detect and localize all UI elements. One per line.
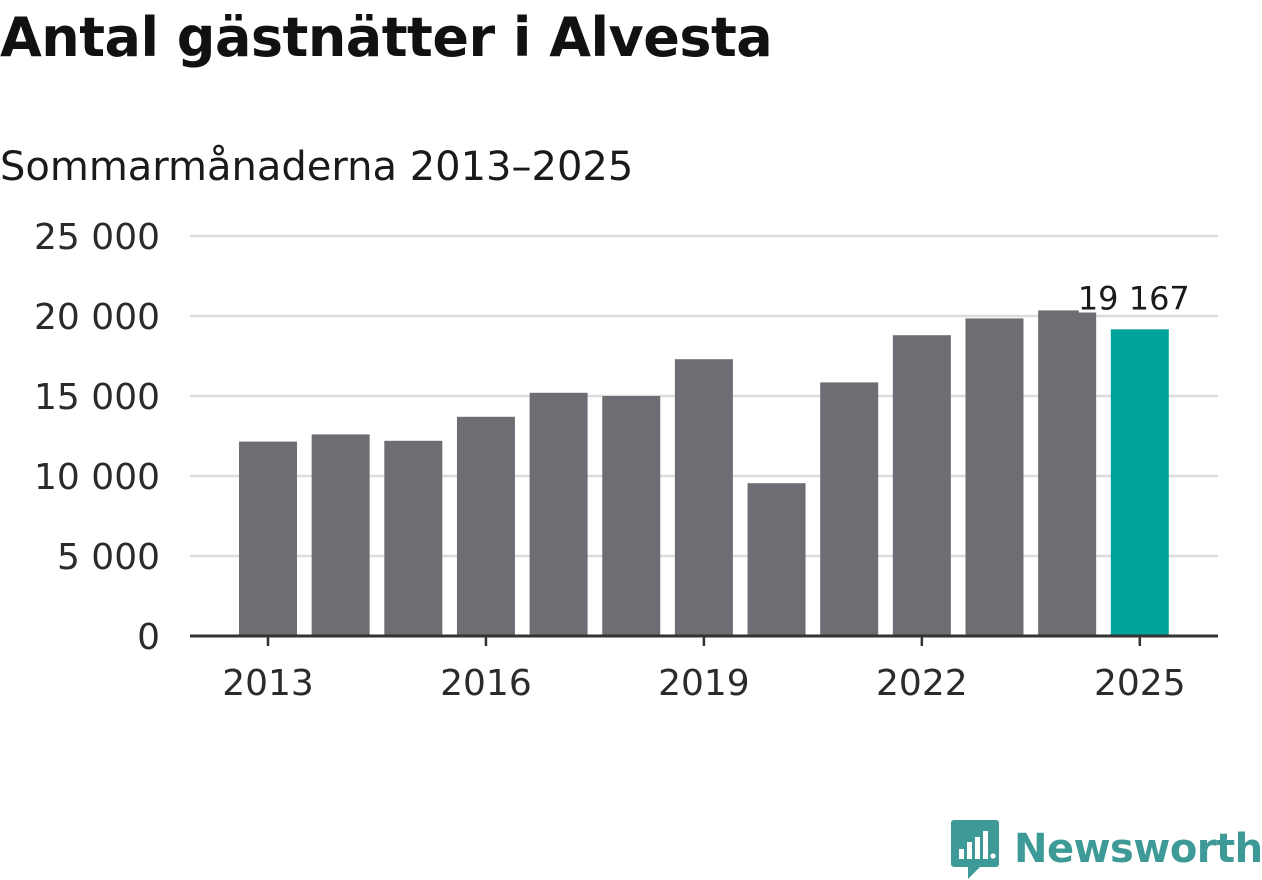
y-tick-label: 0 xyxy=(137,617,160,658)
x-tick-label: 2025 xyxy=(1094,663,1186,704)
x-tick-label: 2013 xyxy=(222,663,314,704)
newsworthy-chart-icon xyxy=(951,820,999,879)
bar-2016 xyxy=(456,416,515,636)
x-tick-label: 2022 xyxy=(876,663,968,704)
bar-2013 xyxy=(239,441,297,636)
value-label: 19 167 xyxy=(1078,279,1190,317)
logo-text: Newsworthy xyxy=(1014,826,1262,872)
newsworthy-logo: Newsworthy xyxy=(950,818,1262,880)
bar-2025 xyxy=(1110,329,1169,636)
bars xyxy=(239,310,1169,636)
y-tick-label: 25 000 xyxy=(34,217,160,258)
bar-2017 xyxy=(529,392,588,636)
x-tick-label: 2016 xyxy=(440,663,532,704)
bar-2021 xyxy=(820,382,879,636)
bar-2023 xyxy=(965,318,1024,636)
y-tick-label: 5 000 xyxy=(57,537,160,578)
bar-2015 xyxy=(384,440,443,636)
y-axis-labels: 0 5 000 10 000 15 000 20 000 25 000 xyxy=(34,217,160,658)
y-tick-label: 20 000 xyxy=(34,297,160,338)
x-axis-labels: 2013 2016 2019 2022 2025 xyxy=(222,663,1185,704)
chart-title: Antal gästnätter i Alvesta xyxy=(0,6,773,69)
chart-subtitle: Sommarmånaderna 2013–2025 xyxy=(0,144,634,190)
y-tick-label: 15 000 xyxy=(34,377,160,418)
x-tick-label: 2019 xyxy=(658,663,750,704)
bar-2020 xyxy=(747,483,806,636)
bar-2019 xyxy=(674,359,733,636)
bar-2022 xyxy=(892,335,951,636)
bar-2014 xyxy=(311,434,370,636)
annotations: 19 167 xyxy=(1075,276,1193,320)
bar-2024 xyxy=(1038,310,1097,636)
y-tick-label: 10 000 xyxy=(34,457,160,498)
bar-2018 xyxy=(602,396,661,636)
x-axis xyxy=(190,634,1218,646)
